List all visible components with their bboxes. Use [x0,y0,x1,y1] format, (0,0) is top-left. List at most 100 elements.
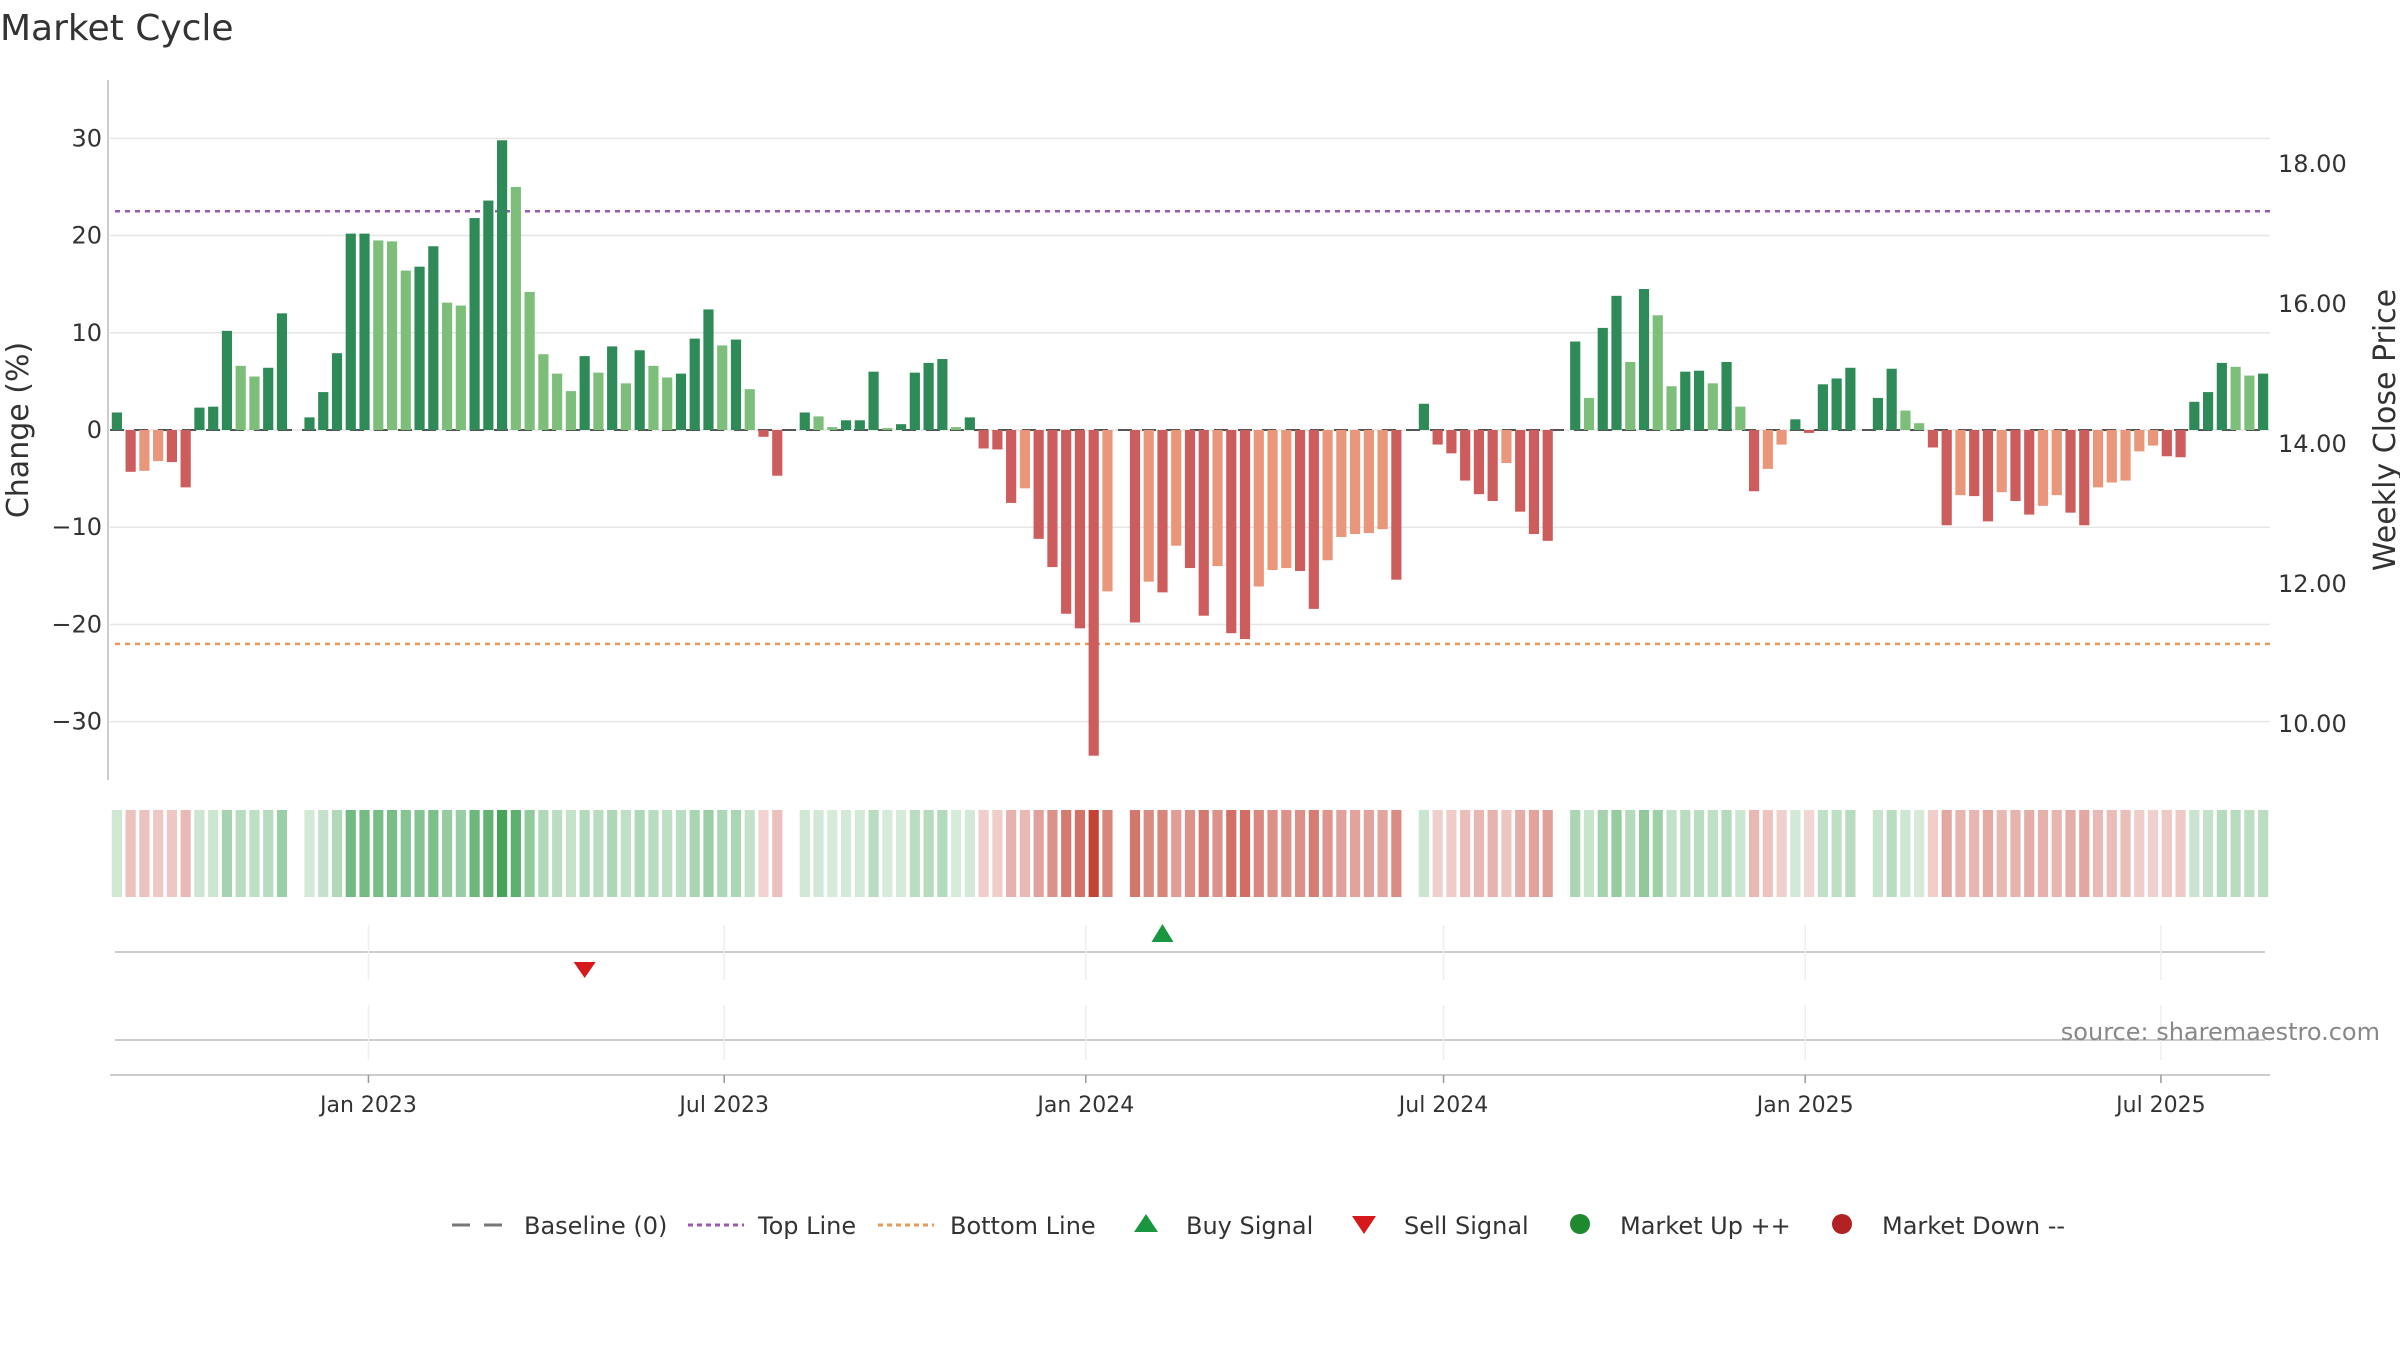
heat-cell [1804,810,1815,897]
heat-cell [2051,810,2062,897]
heat-cell [1900,810,1911,897]
heat-cell [2106,810,2117,897]
change-bar [153,430,164,462]
heat-strip [111,810,2269,897]
change-bar [469,218,480,430]
x-tick-label: Jan 2025 [1755,1093,1854,1118]
heat-cell [1845,810,1856,897]
heat-cell [1790,810,1801,897]
change-bar [1294,430,1306,571]
heat-cell [1088,810,1099,897]
heat-cell [1501,810,1512,897]
change-bar [1267,430,1278,570]
heat-cell [868,810,879,897]
change-bar [1982,430,1994,522]
heat-cell [1872,810,1883,897]
heat-cell [1817,810,1828,897]
y2-axis-label: Weekly Close Price [2368,289,2400,571]
legend-market-down-icon [1832,1214,1852,1234]
heat-cell [579,810,590,897]
heat-cell [1914,810,1925,897]
heat-cell [1969,810,1980,897]
change-bar [455,305,466,430]
legend-market-up-icon [1570,1214,1590,1234]
sell-signal-icon [1352,1216,1376,1234]
change-bar [125,430,136,472]
heat-cell [882,810,893,897]
change-bar [1611,295,1622,430]
change-bar [2092,430,2104,488]
change-bar [2161,430,2172,457]
change-bar [2175,430,2186,458]
change-bar [441,302,453,430]
heat-cell [1061,810,1072,897]
y-tick-label: 20 [71,222,102,250]
change-bar [923,362,934,430]
heat-cell [1363,810,1374,897]
heat-cell [1927,810,1939,897]
heat-cell [634,810,645,897]
change-bar [1501,430,1512,464]
change-bar [992,430,1003,450]
y2-tick-label: 12.00 [2278,570,2347,598]
change-bar [1515,430,1526,512]
change-bar [2189,401,2200,430]
change-bars [111,140,2269,756]
change-bar [1776,430,1787,445]
heat-cell [2010,810,2021,897]
change-bar [799,412,810,430]
heat-cell [1625,810,1636,897]
change-bar [2120,430,2131,481]
change-bar [1597,327,1608,430]
axes: 30 20 10 0 −10 −20 −30 18.00 16.00 14.00 12.00 10.0… [51,80,2347,780]
change-bar [565,391,576,430]
heat-cell [538,810,549,897]
heat-cell [1294,810,1306,897]
change-bar [662,377,673,430]
heat-cell [1019,810,1030,897]
heat-cell [497,810,508,897]
change-bar [1693,370,1705,430]
sell-signal-marker [573,962,596,978]
y2-tick-label: 18.00 [2278,150,2347,178]
change-bar [1886,368,1897,430]
heat-cell [2189,810,2200,897]
change-bar [263,367,274,430]
change-bar [373,240,384,430]
heat-cell [2244,810,2255,897]
change-bar [937,359,948,430]
heat-cell [951,810,962,897]
change-bar [2065,430,2076,513]
heat-cell [717,810,728,897]
heat-cell [620,810,632,897]
change-bar [1707,383,1718,430]
heat-cell [827,810,838,897]
change-bar [579,356,590,430]
heat-cell [1831,810,1842,897]
change-bar [1239,430,1251,640]
change-bar [1487,430,1498,501]
legend-label: Market Up ++ [1620,1212,1791,1240]
change-bar [304,417,315,430]
change-bar [951,427,962,430]
date-axis: Jan 2023 Jul 2023 Jan 2024 Jul 2024 Jan 2025… [110,1074,2270,1118]
heat-cell [2202,810,2214,897]
heat-cell [1611,810,1622,897]
heat-cell [1515,810,1526,897]
heat-cell [2079,810,2090,897]
change-bar [593,372,604,430]
change-bar [1432,430,1443,445]
change-bar [1570,341,1581,430]
change-bar [1735,406,1746,430]
heat-cell [992,810,1003,897]
change-bar [1762,430,1773,469]
change-bar [620,383,632,430]
y-tick-label: 0 [87,416,102,444]
heat-cell [565,810,576,897]
change-bar [1872,397,1883,430]
change-bar [840,420,852,430]
change-bar [2202,392,2214,430]
change-bar [2147,430,2159,446]
change-bar [1460,430,1471,481]
change-bar [1212,430,1223,567]
